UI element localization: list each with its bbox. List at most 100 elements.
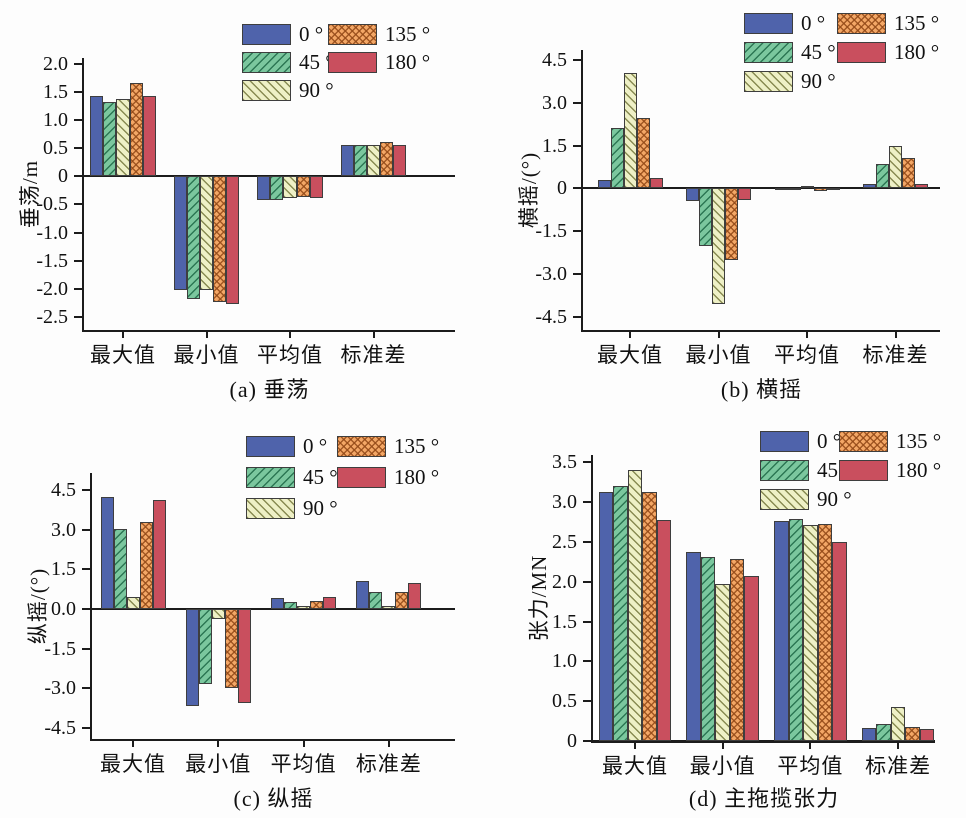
bar-series0-cat3 (861, 728, 877, 741)
y-tick-label: 0 (557, 177, 567, 200)
y-axis-label-c: 纵摇/(°) (26, 567, 50, 645)
x-axis-line (581, 330, 940, 332)
y-tick-mark (573, 273, 581, 276)
bar-series1-cat3 (876, 164, 889, 189)
legend-label-series3: 135 ° (894, 11, 940, 35)
y-tick-mark (74, 147, 82, 150)
plot-area-b: 4.5 3.0 1.5 0 -1.5 -3.0 -4.5 最大值 最小值 平均值 标准差 0 ° 45 … (483, 0, 966, 409)
bar-series1-cat2 (787, 188, 801, 191)
legend-label-series4: 180 ° (894, 40, 940, 64)
x-tick-mark (132, 741, 134, 747)
bar-series3-cat1 (224, 608, 238, 689)
y-tick-label: 3.5 (552, 451, 577, 474)
bar-series0-cat1 (686, 552, 701, 741)
x-tick-mark (217, 741, 220, 747)
x-axis-line (82, 330, 455, 332)
y-tick-label: 0.5 (43, 137, 68, 160)
bar-series3-cat0 (139, 521, 153, 609)
x-category-label: 平均值 (270, 752, 337, 776)
legend-swatch-series4 (837, 42, 886, 63)
bar-series4-cat2 (323, 597, 337, 609)
bar-series3-cat3 (902, 158, 915, 189)
y-tick-mark (583, 580, 591, 583)
x-tick-mark (717, 332, 720, 338)
x-category-label: 标准差 (862, 343, 929, 367)
y-axis-line (90, 473, 92, 741)
bar-series2-cat2 (800, 186, 814, 189)
bar-series2-cat3 (889, 145, 902, 189)
bar-series3-cat2 (813, 188, 827, 191)
x-category-label: 最小值 (185, 752, 252, 776)
bar-series2-cat0 (116, 98, 130, 177)
bar-series0-cat0 (100, 496, 114, 609)
y-tick-label: -2.5 (36, 306, 68, 329)
plot-area-a: 2.0 1.5 1.0 0.5 0 -0.5 -1.0 -1.5 -2.0 -2.5 最大值 最小值平… (0, 0, 483, 409)
bar-series4-cat2 (826, 188, 840, 191)
chart-panel-a: 2.0 1.5 1.0 0.5 0 -0.5 -1.0 -1.5 -2.0 -2.5 最大值 最小值平… (0, 0, 483, 409)
bar-series4-cat1 (738, 188, 751, 200)
bar-series2-cat2 (297, 606, 311, 609)
zero-line (593, 740, 935, 742)
y-tick-label: -1.5 (535, 220, 567, 243)
y-tick-mark (573, 230, 581, 233)
x-category-label: 标准差 (355, 752, 422, 776)
x-category-label: 平均值 (774, 343, 840, 367)
y-tick-label: -3.0 (535, 263, 567, 286)
bar-series4-cat1 (744, 576, 759, 741)
y-axis-line (581, 50, 583, 332)
y-tick-label: 1.0 (552, 650, 577, 673)
x-tick-mark (302, 741, 305, 747)
y-tick-mark (82, 528, 90, 531)
bar-series1-cat0 (113, 528, 127, 609)
y-tick-label: 2.0 (43, 52, 68, 75)
y-tick-label: 4.5 (542, 48, 567, 71)
y-tick-mark (573, 187, 581, 190)
y-axis-label-b: 横摇/(°) (517, 151, 541, 229)
x-tick-mark (634, 743, 636, 749)
zero-line (583, 187, 940, 190)
y-tick-mark (583, 660, 591, 663)
y-tick-label: -1.0 (36, 221, 68, 244)
x-tick-mark (289, 332, 291, 338)
bar-series3-cat0 (636, 117, 650, 189)
legend-swatch-series4 (337, 467, 386, 488)
legend-label-series2: 90 ° (817, 487, 852, 511)
y-tick-mark (583, 740, 591, 742)
bar-series0-cat0 (90, 95, 104, 177)
bar-series2-cat1 (715, 584, 730, 741)
bar-series3-cat1 (729, 558, 745, 741)
x-tick-mark (205, 332, 208, 338)
bar-series0-cat1 (185, 608, 199, 706)
y-tick-mark (82, 607, 90, 610)
bar-series3-cat1 (213, 176, 227, 302)
plot-area-c: 4.5 3.0 1.5 0.0 -1.5 -3.0 -4.5 最大值 最小值 平均值 标准差 0 ° 4… (0, 409, 483, 818)
legend-swatch-series0 (744, 13, 793, 34)
bar-series0-cat1 (173, 176, 187, 290)
y-tick-label: 3.0 (542, 91, 567, 114)
bar-series2-cat3 (890, 706, 906, 741)
chart-caption-a: (a) 垂荡 (229, 377, 310, 402)
y-tick-label: 0.0 (51, 597, 76, 620)
legend-swatch-series2 (242, 80, 291, 101)
y-tick-mark (74, 62, 82, 65)
bar-series3-cat2 (817, 523, 833, 741)
legend-label-series1: 45 ° (801, 40, 836, 64)
legend-swatch-series0 (242, 24, 291, 45)
x-category-label: 标准差 (340, 343, 407, 367)
bar-series0-cat3 (863, 184, 876, 189)
y-tick-mark (82, 726, 90, 729)
bar-series2-cat2 (283, 176, 297, 198)
chart-caption-b: (b) 横摇 (720, 377, 803, 402)
legend-label-series3: 135 ° (896, 429, 942, 453)
y-tick-mark (82, 488, 90, 491)
legend-label-series2: 90 ° (299, 78, 334, 102)
y-tick-label: -2.0 (36, 277, 68, 300)
bar-series2-cat3 (366, 145, 381, 177)
y-tick-mark (573, 101, 581, 104)
legend-swatch-series1 (760, 460, 809, 481)
legend-label-series0: 0 ° (801, 11, 826, 35)
y-tick-mark (82, 568, 90, 571)
legend-swatch-series1 (744, 42, 793, 63)
legend-swatch-series4 (328, 52, 377, 73)
bar-series3-cat2 (296, 176, 310, 197)
